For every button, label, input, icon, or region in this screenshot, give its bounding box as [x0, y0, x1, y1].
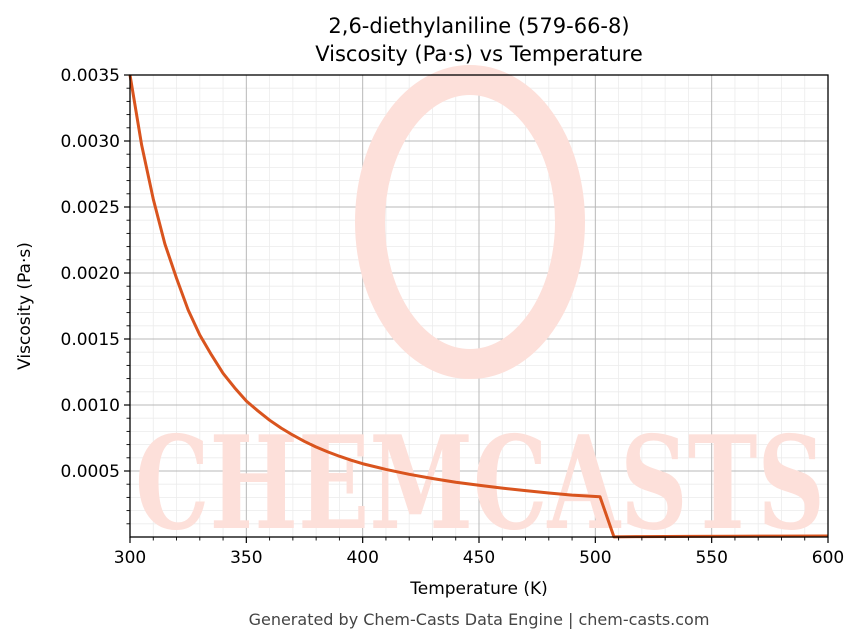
y-axis-ticks: 0.0005 0.0010 0.0015 0.0020 0.0025 0.0030 0.00…: [61, 66, 130, 525]
y-axis-label: Viscosity (Pa·s): [15, 242, 35, 370]
y-tick-label: 0.0015: [61, 330, 120, 350]
series-layer: [128, 74, 829, 539]
series-line-0: [128, 74, 829, 539]
y-tick-label: 0.0020: [61, 264, 120, 284]
x-tick-label: 350: [230, 548, 262, 568]
x-tick-label: 550: [695, 548, 727, 568]
x-tick-label: 600: [812, 548, 844, 568]
watermark-logo-ring: [355, 65, 585, 379]
y-tick-label: 0.0030: [61, 132, 120, 152]
y-tick-label: 0.0035: [61, 66, 120, 86]
x-tick-label: 450: [463, 548, 495, 568]
footer-credit: Generated by Chem-Casts Data Engine | ch…: [249, 610, 710, 629]
x-axis-label: Temperature (K): [409, 579, 548, 599]
x-tick-label: 500: [579, 548, 611, 568]
chart-title: 2,6-diethylaniline (579-66-8): [328, 14, 629, 38]
y-tick-label: 0.0005: [61, 462, 120, 482]
y-tick-label: 0.0010: [61, 396, 120, 416]
chart-subtitle: Viscosity (Pa·s) vs Temperature: [315, 42, 643, 66]
x-tick-label: 300: [114, 548, 146, 568]
x-tick-label: 400: [346, 548, 378, 568]
y-tick-label: 0.0025: [61, 198, 120, 218]
x-axis-ticks: 300 350 400 450 500 550 600: [114, 537, 844, 568]
